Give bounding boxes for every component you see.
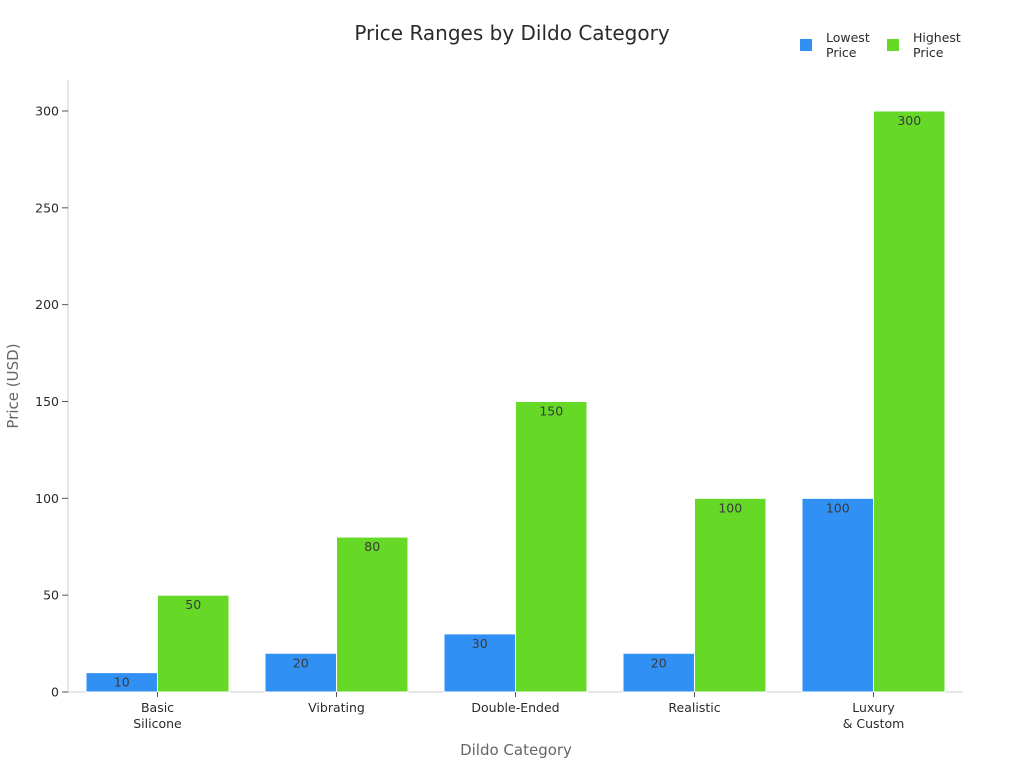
legend-item: Highest Price	[887, 30, 961, 60]
y-tick-label: 300	[35, 103, 59, 118]
legend-item: Lowest Price	[800, 30, 870, 60]
y-tick-label: 200	[35, 297, 59, 312]
x-tick-label: Double-Ended	[471, 700, 559, 715]
bar-highest-price	[873, 110, 946, 693]
data-label: 100	[718, 500, 742, 515]
data-label: 80	[364, 539, 380, 554]
bar-highest-price	[515, 400, 588, 693]
bar-lowest-price	[622, 652, 695, 693]
data-label: 300	[897, 113, 921, 128]
x-axis-title: Dildo Category	[460, 741, 572, 759]
data-label: 20	[293, 655, 309, 670]
y-axis-title: Price (USD)	[4, 343, 22, 428]
data-label: 30	[472, 636, 488, 651]
legend: Lowest Price Highest Price	[800, 30, 961, 60]
data-label: 100	[826, 500, 850, 515]
data-labels: 10 50 20 80 30 150 20 100 100 300	[114, 113, 921, 690]
legend-swatch	[887, 39, 899, 51]
y-tick-label: 150	[35, 394, 59, 409]
data-label: 20	[651, 655, 667, 670]
y-tick-label: 100	[35, 491, 59, 506]
bar-highest-price	[336, 536, 409, 693]
legend-label: Lowest Price	[826, 30, 870, 60]
y-tick-label: 0	[51, 685, 59, 700]
data-label: 150	[539, 403, 563, 418]
x-tick-label: Luxury & Custom	[843, 700, 905, 731]
legend-swatch	[800, 39, 812, 51]
bar-lowest-price	[264, 652, 337, 693]
bar-highest-price	[694, 497, 767, 693]
data-label: 10	[114, 675, 130, 690]
x-tick-label: Vibrating	[308, 700, 365, 715]
x-tick-label: Realistic	[668, 700, 720, 715]
y-axis-ticks: 0 50 100 150 200 250 300	[35, 103, 68, 700]
chart-title: Price Ranges by Dildo Category	[354, 21, 670, 45]
bar-lowest-price	[801, 497, 874, 693]
data-label: 50	[185, 597, 201, 612]
x-axis-ticks: Basic Silicone Vibrating Double-Ended Realis…	[133, 692, 904, 731]
y-tick-label: 50	[43, 588, 59, 603]
bars	[85, 110, 946, 693]
bar-highest-price	[157, 594, 230, 693]
legend-label: Highest Price	[913, 30, 961, 60]
x-tick-label: Basic Silicone	[133, 700, 182, 731]
y-tick-label: 250	[35, 200, 59, 215]
bar-lowest-price	[443, 633, 516, 693]
